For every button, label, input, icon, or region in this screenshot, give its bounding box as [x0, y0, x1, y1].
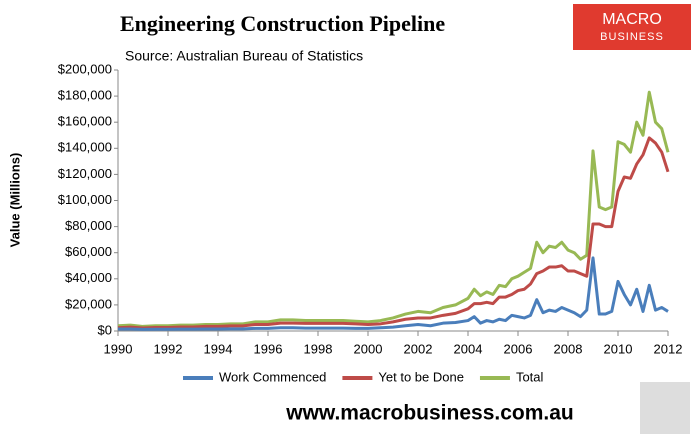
y-tick-label: $40,000: [65, 270, 112, 285]
series-line: [117, 90, 670, 328]
legend-label: Work Commenced: [219, 369, 326, 384]
y-tick-label: $20,000: [65, 296, 112, 311]
logo-text: BUSINESS: [600, 31, 664, 43]
legend-label: Yet to be Done: [378, 369, 464, 384]
wolf-logo: [640, 382, 690, 434]
x-tick-label: 1992: [154, 341, 183, 356]
chart-title: Engineering Construction Pipeline: [120, 11, 445, 36]
x-tick-label: 2000: [354, 341, 383, 356]
y-tick-label: $140,000: [58, 140, 112, 155]
chart-subtitle: Source: Australian Bureau of Statistics: [125, 48, 363, 64]
x-tick-label: 2010: [604, 341, 633, 356]
x-tick-label: 1996: [254, 341, 283, 356]
y-tick-label: $120,000: [58, 166, 112, 181]
x-tick-label: 2012: [654, 341, 683, 356]
y-tick-label: $100,000: [58, 192, 112, 207]
x-tick-label: 1994: [204, 341, 233, 356]
logo-box: [573, 4, 691, 50]
y-tick-label: $180,000: [58, 88, 112, 103]
footer: www.macrobusiness.com.au: [285, 402, 573, 425]
y-tick-label: $200,000: [58, 61, 112, 76]
x-tick-label: 2004: [454, 341, 483, 356]
x-tick-label: 2006: [504, 341, 533, 356]
x-tick-label: 2002: [404, 341, 433, 356]
x-tick-label: 1998: [304, 341, 333, 356]
series-line: [118, 256, 669, 331]
y-tick-label: $160,000: [58, 114, 112, 129]
x-tick-label: 2008: [554, 341, 583, 356]
series-line: [117, 136, 670, 330]
logo-text: MACRO: [602, 11, 662, 28]
y-tick-label: $60,000: [65, 244, 112, 259]
y-tick-label: $80,000: [65, 218, 112, 233]
x-tick-label: 1990: [104, 341, 133, 356]
legend-label: Total: [516, 369, 544, 384]
y-tick-label: $0: [98, 322, 112, 337]
y-axis-label: Value (Millions): [7, 153, 22, 248]
